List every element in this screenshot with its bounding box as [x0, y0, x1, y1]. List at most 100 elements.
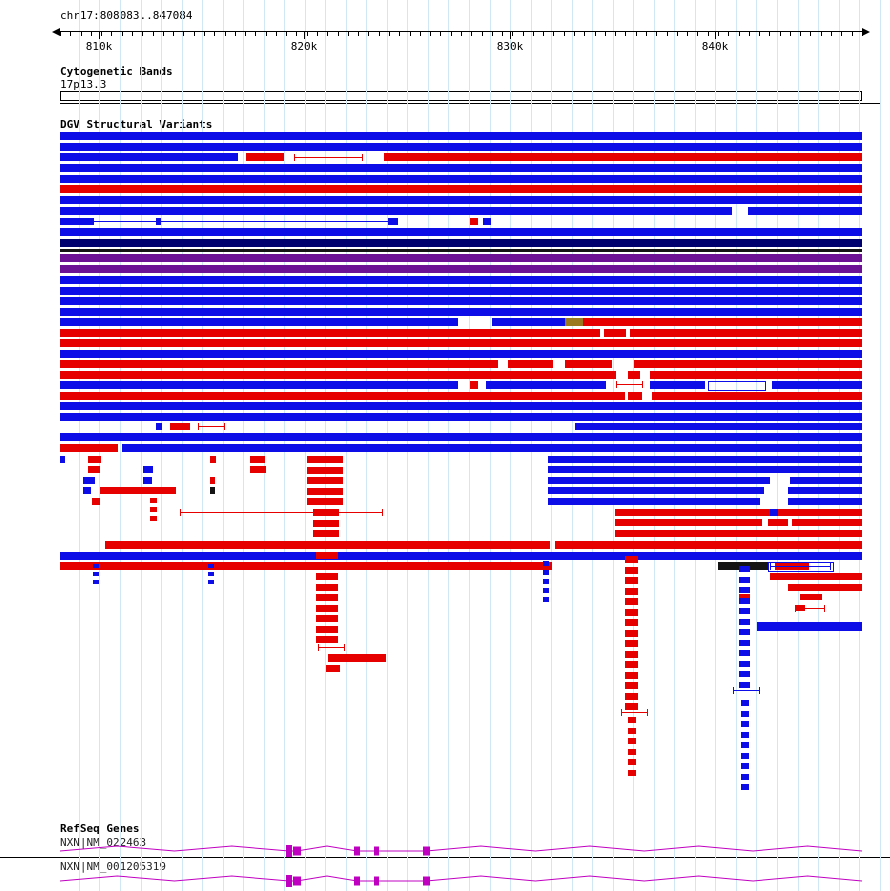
- variant-dash[interactable]: [739, 661, 750, 667]
- variant-dash[interactable]: [316, 552, 338, 559]
- variant-bar[interactable]: [615, 530, 862, 537]
- whisker-line[interactable]: [788, 512, 815, 513]
- variant-dash[interactable]: [93, 572, 99, 576]
- variant-bar[interactable]: [210, 477, 215, 484]
- variant-dash[interactable]: [543, 579, 549, 584]
- whisker-line[interactable]: [733, 690, 759, 691]
- gene-exon[interactable]: [354, 846, 360, 856]
- variant-dash[interactable]: [741, 711, 749, 717]
- variant-bar[interactable]: [60, 153, 238, 161]
- variant-bar[interactable]: [384, 153, 862, 161]
- gene-exon[interactable]: [374, 846, 379, 856]
- variant-bar[interactable]: [60, 265, 862, 273]
- variant-bar[interactable]: [548, 487, 764, 494]
- variant-bar[interactable]: [792, 519, 862, 526]
- variant-dash[interactable]: [741, 763, 749, 769]
- variant-line[interactable]: [94, 221, 390, 222]
- whisker-line[interactable]: [621, 712, 647, 713]
- variant-bar[interactable]: [60, 413, 862, 421]
- variant-bar[interactable]: [768, 519, 788, 526]
- variant-bar[interactable]: [575, 423, 862, 430]
- variant-bar[interactable]: [170, 423, 190, 430]
- variant-bar[interactable]: [628, 392, 642, 400]
- variant-bar[interactable]: [60, 433, 862, 441]
- variant-bar[interactable]: [788, 498, 862, 505]
- variant-bar[interactable]: [60, 371, 608, 379]
- variant-dash[interactable]: [316, 636, 338, 643]
- variant-dash[interactable]: [628, 728, 636, 734]
- variant-bar[interactable]: [92, 498, 100, 505]
- variant-bar[interactable]: [583, 318, 862, 326]
- variant-bar[interactable]: [60, 360, 498, 368]
- variant-outline[interactable]: [768, 562, 834, 572]
- variant-bar[interactable]: [770, 509, 778, 516]
- variant-bar[interactable]: [60, 196, 862, 204]
- variant-dash[interactable]: [625, 619, 638, 626]
- gene-exon[interactable]: [293, 876, 301, 886]
- variant-dash[interactable]: [316, 605, 338, 612]
- variant-bar[interactable]: [548, 466, 862, 473]
- variant-bar[interactable]: [770, 573, 862, 580]
- variant-dash[interactable]: [316, 573, 338, 580]
- variant-bar[interactable]: [630, 329, 862, 337]
- variant-bar[interactable]: [604, 329, 626, 337]
- whisker-line[interactable]: [616, 384, 642, 385]
- variant-dash[interactable]: [625, 577, 638, 584]
- variant-dash[interactable]: [150, 507, 157, 512]
- variant-bar[interactable]: [565, 360, 612, 368]
- variant-bar[interactable]: [143, 477, 152, 484]
- variant-bar[interactable]: [650, 381, 705, 389]
- gene-exon[interactable]: [286, 875, 292, 887]
- variant-bar[interactable]: [772, 381, 862, 389]
- variant-bar[interactable]: [486, 381, 606, 389]
- cytoband-bar[interactable]: [60, 91, 862, 101]
- variant-bar[interactable]: [60, 318, 458, 326]
- variant-dash[interactable]: [543, 570, 549, 575]
- variant-dash[interactable]: [628, 749, 636, 755]
- variant-dash[interactable]: [150, 498, 157, 503]
- variant-dash[interactable]: [739, 640, 750, 646]
- variant-dash[interactable]: [316, 615, 338, 622]
- variant-bar[interactable]: [210, 456, 216, 463]
- whisker-line[interactable]: [798, 522, 822, 523]
- variant-dash[interactable]: [313, 520, 339, 527]
- variant-dash[interactable]: [93, 564, 99, 568]
- variant-dash[interactable]: [625, 661, 638, 668]
- variant-bar[interactable]: [748, 207, 862, 215]
- variant-dash[interactable]: [625, 567, 638, 574]
- variant-bar[interactable]: [156, 423, 162, 430]
- variant-bar[interactable]: [60, 143, 862, 151]
- variant-dash[interactable]: [739, 587, 750, 593]
- variant-bar[interactable]: [470, 218, 478, 225]
- variant-bar[interactable]: [60, 249, 862, 252]
- whisker-line[interactable]: [770, 566, 830, 567]
- variant-bar[interactable]: [60, 552, 862, 560]
- variant-bar[interactable]: [800, 594, 822, 600]
- variant-dash[interactable]: [208, 572, 214, 576]
- variant-dash[interactable]: [307, 498, 343, 505]
- variant-dash[interactable]: [316, 626, 338, 633]
- variant-bar[interactable]: [60, 218, 94, 225]
- gene-model[interactable]: [0, 840, 890, 862]
- variant-bar[interactable]: [628, 371, 640, 379]
- variant-bar[interactable]: [60, 254, 862, 262]
- whisker-line[interactable]: [198, 426, 224, 427]
- variant-bar[interactable]: [555, 541, 862, 549]
- variant-dash[interactable]: [741, 753, 749, 759]
- gene-model[interactable]: [0, 870, 890, 891]
- variant-dash[interactable]: [625, 703, 638, 710]
- variant-dash[interactable]: [150, 516, 157, 521]
- variant-dash[interactable]: [313, 541, 339, 548]
- variant-bar[interactable]: [60, 239, 862, 247]
- variant-dash[interactable]: [739, 619, 750, 625]
- variant-bar[interactable]: [608, 371, 616, 379]
- variant-dash[interactable]: [316, 563, 338, 570]
- variant-dash[interactable]: [316, 594, 338, 601]
- variant-dash[interactable]: [739, 629, 750, 635]
- variant-dash[interactable]: [208, 564, 214, 568]
- variant-dash[interactable]: [739, 566, 750, 572]
- variant-dash[interactable]: [307, 467, 343, 474]
- variant-dash[interactable]: [625, 609, 638, 616]
- variant-bar[interactable]: [250, 456, 265, 463]
- variant-bar[interactable]: [739, 594, 750, 600]
